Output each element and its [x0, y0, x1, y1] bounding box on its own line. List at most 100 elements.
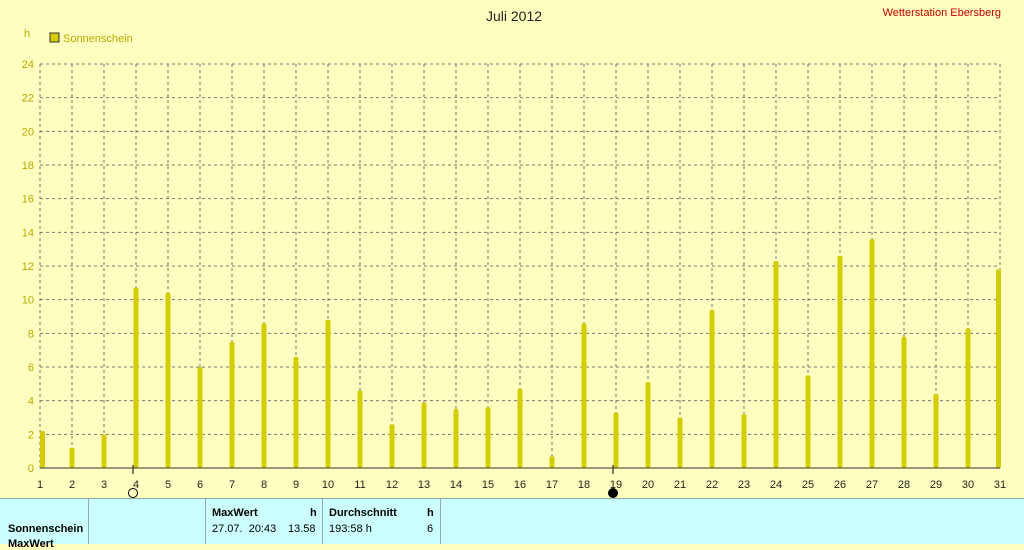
bar-day-24 — [773, 260, 779, 468]
x-tick-label: 11 — [354, 479, 365, 491]
avg-value: 6 — [427, 523, 434, 535]
x-tick-label: 22 — [706, 479, 718, 491]
station-name: Wetterstation Ebersberg — [883, 7, 1001, 19]
bar-day-17 — [549, 456, 555, 468]
new-moon-outline-icon — [128, 488, 138, 498]
stats-spacer-column — [89, 499, 206, 544]
x-tick-label: 7 — [229, 479, 235, 491]
bar-day-19 — [613, 412, 619, 468]
bar-day-31 — [996, 269, 1001, 468]
x-tick-label: 4 — [133, 479, 139, 491]
bar-day-3 — [101, 434, 107, 468]
bar-day-22 — [709, 309, 715, 468]
y-tick-label: 18 — [22, 160, 34, 172]
x-axis-ticks: 1 2 3 4 5 6 7 8 9 10 11 12 13 14 15 16 17 18 19 20 21 22 23 24 2… — [37, 479, 1006, 491]
bar-day-7 — [229, 341, 235, 468]
moon-markers — [128, 465, 618, 498]
max-datetime: 27.07. 20:43 — [212, 523, 277, 535]
bar-day-6 — [197, 367, 203, 468]
x-tick-label: 8 — [261, 479, 267, 491]
bar-day-11 — [357, 390, 363, 468]
y-tick-label: 20 — [22, 126, 34, 138]
x-tick-label: 10 — [322, 479, 334, 491]
y-tick-label: 22 — [22, 93, 34, 105]
x-tick-label: 2 — [69, 479, 75, 491]
y-tick-label: 24 — [22, 59, 34, 71]
y-tick-label: 16 — [22, 194, 34, 206]
avg-total: 193:58 h — [329, 523, 372, 535]
bar-day-29 — [933, 393, 939, 468]
bar-day-12 — [389, 424, 395, 468]
avg-unit: h — [427, 507, 434, 519]
y-tick-label: 10 — [22, 295, 34, 307]
x-tick-label: 23 — [738, 479, 750, 491]
bars — [40, 239, 1001, 468]
max-header: MaxWert — [212, 507, 258, 519]
bar-day-10 — [325, 319, 331, 468]
bar-day-21 — [677, 417, 683, 468]
y-tick-label: 14 — [22, 227, 34, 239]
x-tick-label: 26 — [834, 479, 846, 491]
x-tick-label: 13 — [418, 479, 430, 491]
bar-day-5 — [165, 292, 171, 468]
x-tick-label: 9 — [293, 479, 299, 491]
bar-day-26 — [837, 255, 843, 468]
bar-day-30 — [965, 328, 971, 468]
bar-day-9 — [293, 356, 299, 468]
bar-day-8 — [261, 323, 267, 468]
x-tick-label: 31 — [994, 479, 1006, 491]
sunshine-chart: Juli 2012 Wetterstation Ebersberg h Sonn… — [0, 0, 1024, 498]
x-tick-label: 1 — [37, 479, 43, 491]
x-tick-label: 14 — [450, 479, 462, 491]
bar-day-2 — [69, 447, 75, 468]
stats-row-label-2: MaxWert — [8, 538, 54, 550]
y-tick-label: 8 — [28, 328, 34, 340]
legend-swatch — [49, 32, 60, 43]
statistics-panel: Sonnenschein MaxWert MaxWert h 27.07. 20… — [0, 498, 1024, 550]
bar-day-20 — [645, 382, 651, 468]
x-tick-label: 20 — [642, 479, 654, 491]
stats-row-label: Sonnenschein — [8, 523, 84, 535]
x-tick-label: 19 — [610, 479, 622, 491]
bar-day-14 — [453, 409, 459, 468]
y-axis-unit: h — [24, 28, 30, 40]
y-tick-label: 6 — [28, 362, 34, 374]
bar-day-15 — [485, 407, 491, 468]
x-tick-label: 15 — [482, 479, 494, 491]
y-tick-label: 2 — [28, 429, 34, 441]
stats-max-column: MaxWert h 27.07. 20:43 13.58 — [206, 499, 323, 544]
chart-background — [0, 0, 1024, 498]
x-tick-label: 24 — [770, 479, 782, 491]
bar-day-27 — [869, 239, 875, 468]
x-tick-label: 29 — [930, 479, 942, 491]
y-tick-label: 4 — [28, 396, 34, 408]
max-unit: h — [310, 507, 317, 519]
bar-day-1 — [40, 430, 45, 468]
bar-day-18 — [581, 323, 587, 468]
y-tick-label: 0 — [28, 463, 34, 475]
x-tick-label: 25 — [802, 479, 814, 491]
x-tick-label: 12 — [386, 479, 398, 491]
bar-day-13 — [421, 402, 427, 468]
x-tick-label: 5 — [165, 479, 171, 491]
x-tick-label: 27 — [866, 479, 878, 491]
x-tick-label: 28 — [898, 479, 910, 491]
bar-day-25 — [805, 375, 811, 468]
x-tick-label: 3 — [101, 479, 107, 491]
avg-header: Durchschnitt — [329, 507, 397, 519]
bar-day-16 — [517, 388, 523, 468]
x-tick-label: 18 — [578, 479, 590, 491]
x-tick-label: 6 — [197, 479, 203, 491]
bar-day-4 — [133, 287, 139, 468]
stats-label-column: Sonnenschein MaxWert — [0, 499, 89, 550]
x-tick-label: 16 — [514, 479, 526, 491]
full-moon-filled-icon — [608, 488, 618, 498]
stats-avg-column: Durchschnitt h 193:58 h 6 — [323, 499, 441, 544]
bar-day-23 — [741, 414, 747, 468]
chart-title: Juli 2012 — [486, 8, 542, 24]
x-tick-label: 17 — [546, 479, 558, 491]
x-tick-label: 21 — [674, 479, 686, 491]
bar-day-28 — [901, 336, 907, 468]
x-tick-label: 30 — [962, 479, 974, 491]
